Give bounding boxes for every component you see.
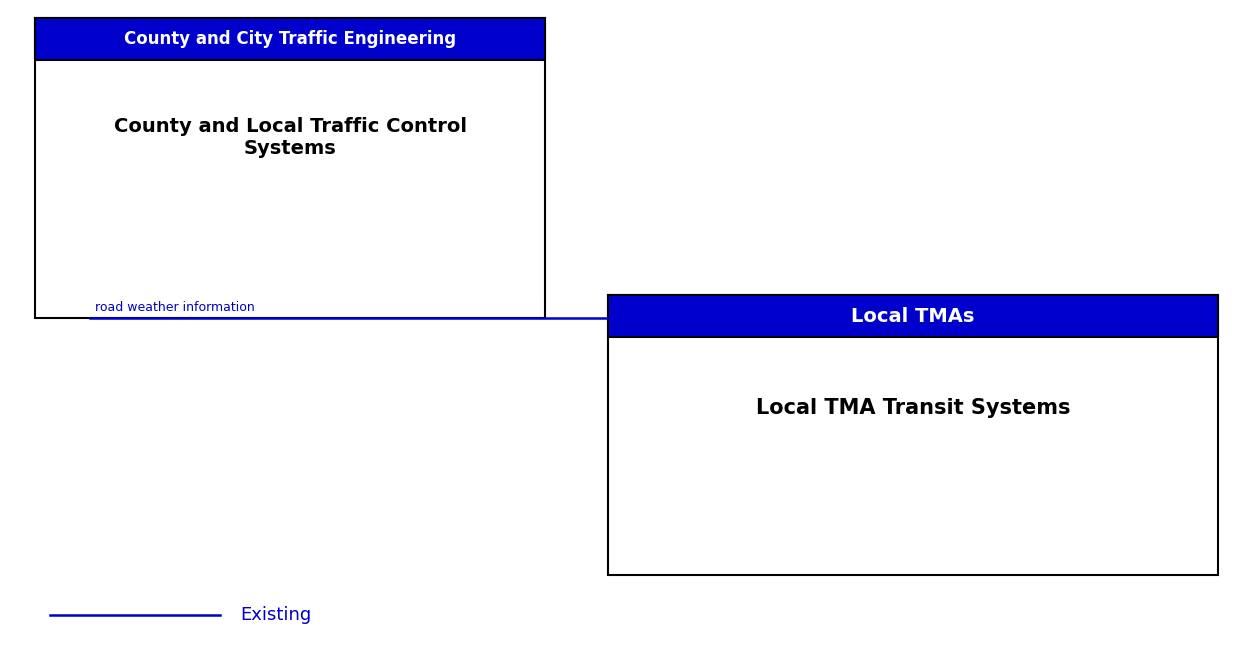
Text: Existing: Existing [240, 606, 312, 624]
Bar [35, 18, 545, 60]
Bar [608, 295, 1218, 337]
Text: County and City Traffic Engineering: County and City Traffic Engineering [124, 30, 456, 48]
Bar [608, 295, 1218, 575]
Text: Local TMA Transit Systems: Local TMA Transit Systems [756, 398, 1070, 418]
Text: road weather information: road weather information [95, 301, 254, 314]
Bar [35, 18, 545, 318]
Text: County and Local Traffic Control
Systems: County and Local Traffic Control Systems [114, 117, 467, 158]
Text: Local TMAs: Local TMAs [851, 307, 975, 326]
